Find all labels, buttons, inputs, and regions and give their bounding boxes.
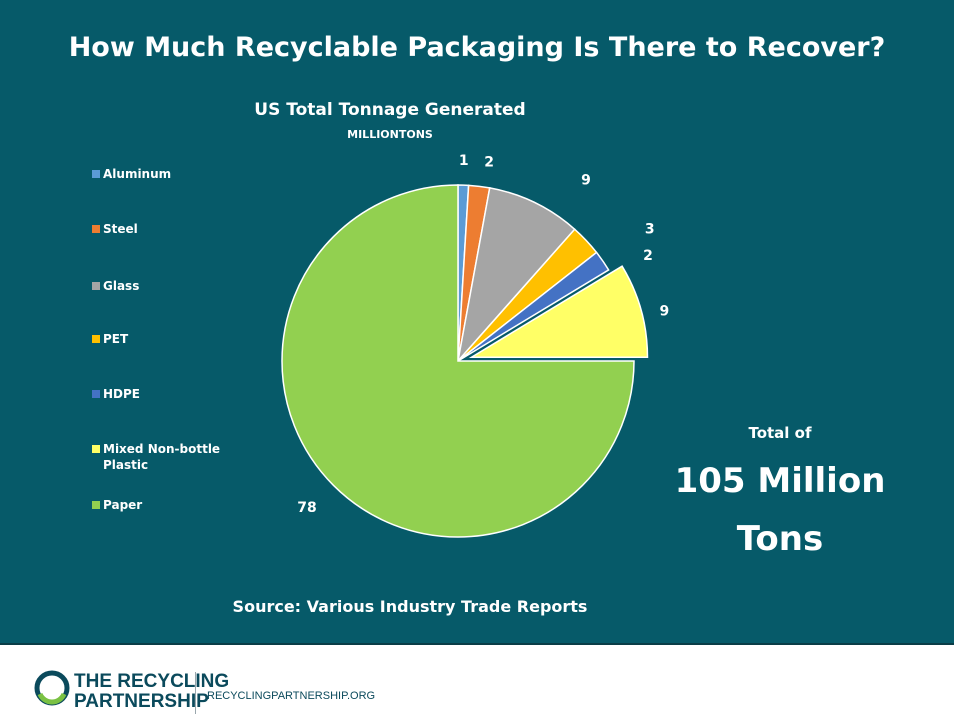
footer-divider <box>195 672 196 714</box>
total-value-line1: 105 Million <box>674 461 886 501</box>
legend-label: Steel <box>103 222 138 236</box>
legend-swatch <box>92 335 100 343</box>
pie-slice-glass <box>456 187 576 364</box>
legend-label: Aluminum <box>103 167 172 181</box>
legend-item-hdpe: HDPE <box>92 386 252 402</box>
legend-label: Paper <box>103 498 143 512</box>
slide-background: How Much Recyclable Packaging Is There t… <box>0 0 954 645</box>
legend-item-aluminum: Aluminum <box>92 166 252 182</box>
data-label-mixed-non-bottle-plastic: 9 <box>660 304 670 320</box>
legend-label: Mixed Non-bottle Plastic <box>103 442 221 472</box>
logo-line1: THE RECYCLING <box>74 671 230 692</box>
legend-label: HDPE <box>103 387 140 401</box>
legend-item-steel: Steel <box>92 221 252 237</box>
legend-item-mixed-non-bottle-plastic: Mixed Non-bottle Plastic <box>92 441 252 473</box>
source-note: Source: Various Industry Trade Reports <box>232 597 588 616</box>
legend-item-pet: PET <box>92 331 252 347</box>
data-label-hdpe: 2 <box>643 248 653 264</box>
pie-slice-hdpe <box>457 251 610 362</box>
logo-line2: PARTNERSHIP <box>74 691 209 712</box>
legend-swatch <box>92 390 100 398</box>
pie-slice-paper <box>281 184 635 538</box>
page-title: How Much Recyclable Packaging Is There t… <box>68 32 886 63</box>
data-label-steel: 2 <box>484 154 494 170</box>
recycling-partnership-logo-icon <box>34 670 70 706</box>
footer-url[interactable]: RECYCLINGPARTNERSHIP.ORG <box>207 690 376 702</box>
data-label-paper: 78 <box>297 500 316 516</box>
data-label-aluminum: 1 <box>459 153 469 169</box>
legend-swatch <box>92 170 100 178</box>
legend-item-glass: Glass <box>92 278 252 294</box>
legend-swatch <box>92 445 100 453</box>
chart-title: US Total Tonnage Generated <box>254 100 526 120</box>
chart-subtitle: MILLIONTONS <box>347 128 433 141</box>
data-label-glass: 9 <box>581 172 591 188</box>
legend-swatch <box>92 225 100 233</box>
legend-item-paper: Paper <box>92 497 252 513</box>
pie-slice-mixed-non-bottle-plastic <box>468 265 649 358</box>
total-label: Total of <box>748 424 812 442</box>
legend-label: Glass <box>103 279 140 293</box>
legend-swatch <box>92 282 100 290</box>
legend-label: PET <box>103 332 129 346</box>
total-value: 105 Million Tons <box>650 452 910 568</box>
data-label-pet: 3 <box>645 221 655 237</box>
logo-text: THE RECYCLING PARTNERSHIP <box>74 672 229 712</box>
legend-swatch <box>92 501 100 509</box>
total-value-line2: Tons <box>736 519 824 559</box>
